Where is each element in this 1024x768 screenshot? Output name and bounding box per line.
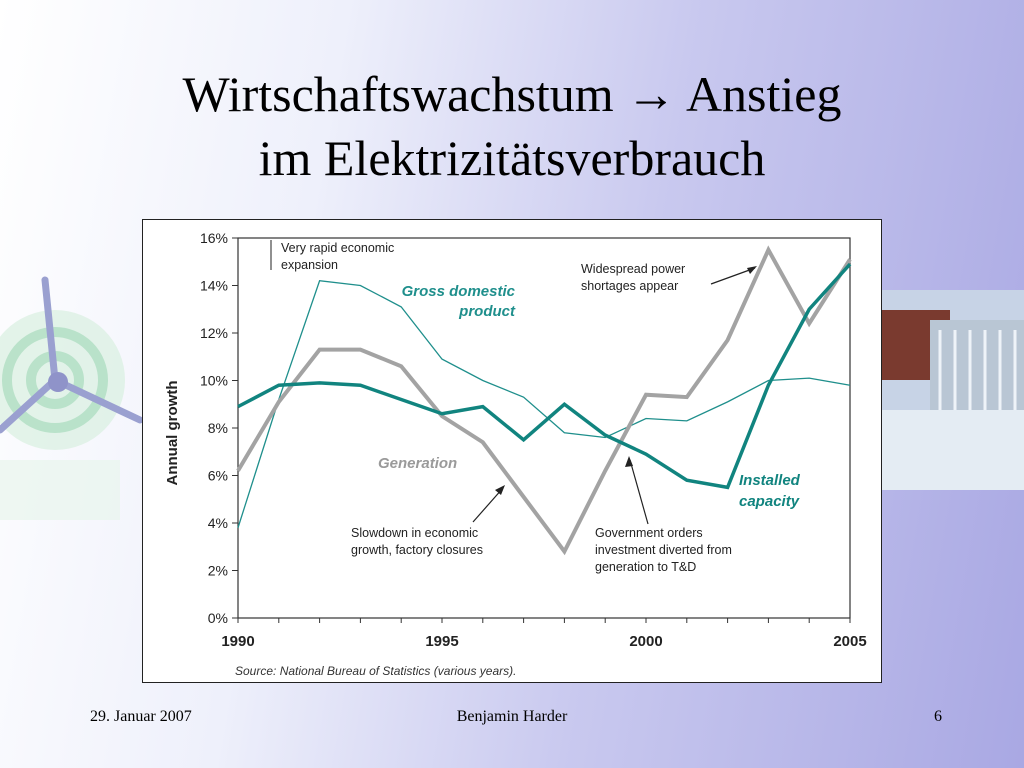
annotation-slowdown-line2: growth, factory closures	[351, 543, 483, 557]
annotation-government-arrow	[629, 459, 649, 525]
series-label-capacity-line1: Installed	[739, 472, 801, 489]
annotation-shortages-arrow	[710, 267, 756, 285]
annotation-shortages-line1: Widespread power	[581, 262, 685, 276]
series-label-capacity-line2: capacity	[739, 493, 800, 510]
gdp-line	[237, 280, 851, 528]
y-tick-label: 6%	[208, 468, 228, 484]
y-tick-label: 14%	[200, 278, 228, 294]
annotation-slowdown-arrow	[472, 487, 504, 523]
footer-author: Benjamin Harder	[456, 708, 568, 725]
x-tick-label: 2000	[629, 633, 662, 650]
series-label-gdp-line1: Gross domestic	[402, 283, 516, 300]
y-tick-label: 10%	[200, 373, 228, 389]
title-text-part1: Wirtschaftswachstum	[182, 66, 614, 122]
annotation-rapid-expansion-line2: expansion	[281, 258, 338, 272]
y-tick-label: 4%	[208, 515, 228, 531]
hydro-dam-illustration	[880, 290, 1024, 490]
annotation-government-arrowhead	[625, 456, 633, 467]
x-tick-label: 2005	[833, 633, 866, 650]
title-text-part2: Anstieg	[685, 66, 842, 122]
plot-area	[237, 237, 851, 619]
series-label-gdp-line2: product	[458, 303, 516, 320]
slide-title: Wirtschaftswachstum → Anstieg im Elektri…	[0, 62, 1024, 190]
wind-turbine-illustration	[0, 276, 144, 520]
annotation-shortages-arrowhead	[747, 266, 757, 274]
title-line-2: im Elektrizitätsverbrauch	[258, 130, 766, 186]
y-axis-label: Annual growth	[164, 381, 181, 486]
annotation-government-line2: investment diverted from	[595, 543, 732, 557]
footer-date: 29. Januar 2007	[90, 708, 192, 725]
x-tick-label: 1995	[425, 633, 458, 650]
annotation-government-line3: generation to T&D	[595, 560, 696, 574]
y-tick-label: 8%	[208, 420, 228, 436]
y-tick-label: 0%	[208, 610, 228, 626]
x-tick-label: 1990	[221, 633, 254, 650]
annotation-rapid-expansion-line1: Very rapid economic	[281, 241, 394, 255]
annotation-slowdown-line1: Slowdown in economic	[351, 526, 478, 540]
annotation-slowdown-arrowhead	[495, 485, 505, 495]
annotation-government-line1: Government orders	[595, 526, 703, 540]
y-tick-label: 2%	[208, 563, 228, 579]
electricity-growth-chart: 0%2%4%6%8%10%12%14%16% 1990 1995 2000 2005 …	[164, 230, 867, 678]
generation-line	[236, 245, 852, 556]
chart-source-note: Source: National Bureau of Statistics (v…	[235, 664, 516, 678]
series-label-generation: Generation	[378, 455, 457, 472]
y-tick-label: 16%	[200, 230, 228, 246]
footer-page-number: 6	[934, 708, 942, 725]
annotation-shortages-line2: shortages appear	[581, 279, 678, 293]
chart-image: 0% 2% 4% 6% 8% 10% 12% 14% 16% 1990 1995 2000 2005 …	[142, 219, 882, 683]
y-tick-label: 12%	[200, 325, 228, 341]
arrow-right-icon: →	[626, 66, 677, 122]
installed-capacity-line	[237, 262, 852, 490]
